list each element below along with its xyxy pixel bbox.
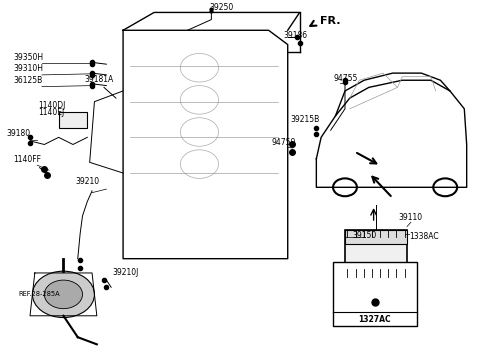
Text: 39181A: 39181A [85,75,114,84]
Text: 39210: 39210 [75,177,99,186]
Text: 1140DJ: 1140DJ [38,101,66,110]
Text: REF.28-285A: REF.28-285A [18,291,60,297]
Circle shape [44,280,83,309]
Text: 1327AC: 1327AC [359,315,391,324]
Text: 39150: 39150 [352,231,376,240]
Text: 39186: 39186 [283,31,307,40]
Text: 39210J: 39210J [112,269,138,278]
Text: 39250: 39250 [209,3,233,12]
Circle shape [33,271,95,318]
FancyBboxPatch shape [345,230,407,244]
Text: 39350H: 39350H [13,53,44,62]
Text: 1140FF: 1140FF [13,155,41,164]
FancyBboxPatch shape [59,112,87,129]
Text: 39180: 39180 [6,129,30,138]
Text: 94750: 94750 [271,138,295,147]
Text: 36125B: 36125B [13,76,43,85]
Text: FR.: FR. [320,16,341,26]
Bar [333,262,417,327]
Text: 39110: 39110 [398,213,422,222]
Text: 39215B: 39215B [290,115,319,124]
Text: 1140EJ: 1140EJ [38,108,65,117]
Text: 39310H: 39310H [13,64,43,73]
Text: 94755: 94755 [333,74,358,83]
FancyBboxPatch shape [345,230,407,269]
Text: 1338AC: 1338AC [409,232,439,241]
